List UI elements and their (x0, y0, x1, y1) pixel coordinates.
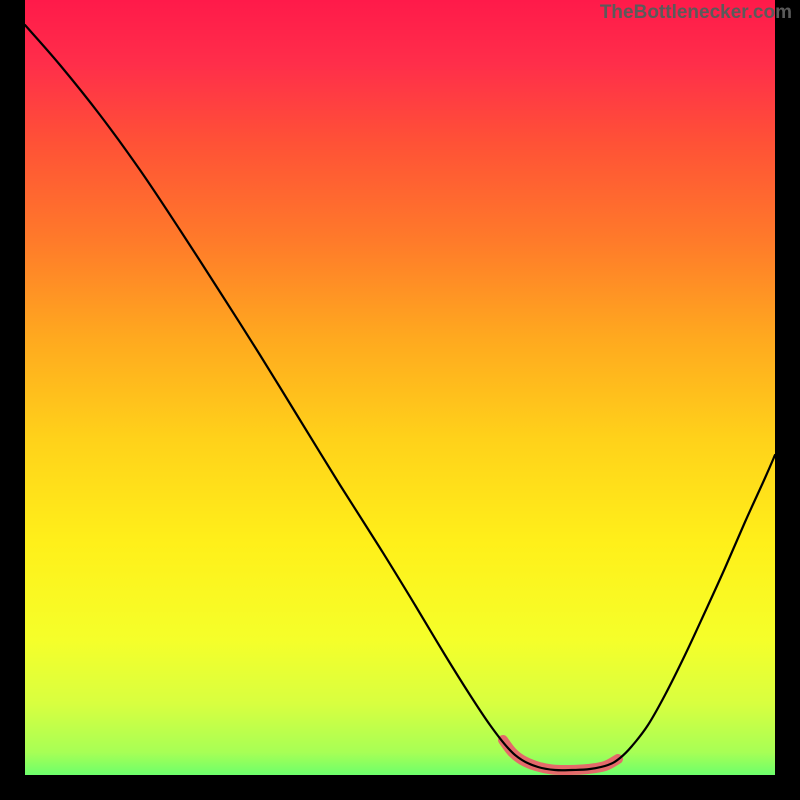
gradient-background (0, 0, 800, 800)
bottleneck-chart: TheBottlenecker.com (0, 0, 800, 800)
watermark-text: TheBottlenecker.com (600, 2, 792, 24)
chart-svg (0, 0, 800, 800)
